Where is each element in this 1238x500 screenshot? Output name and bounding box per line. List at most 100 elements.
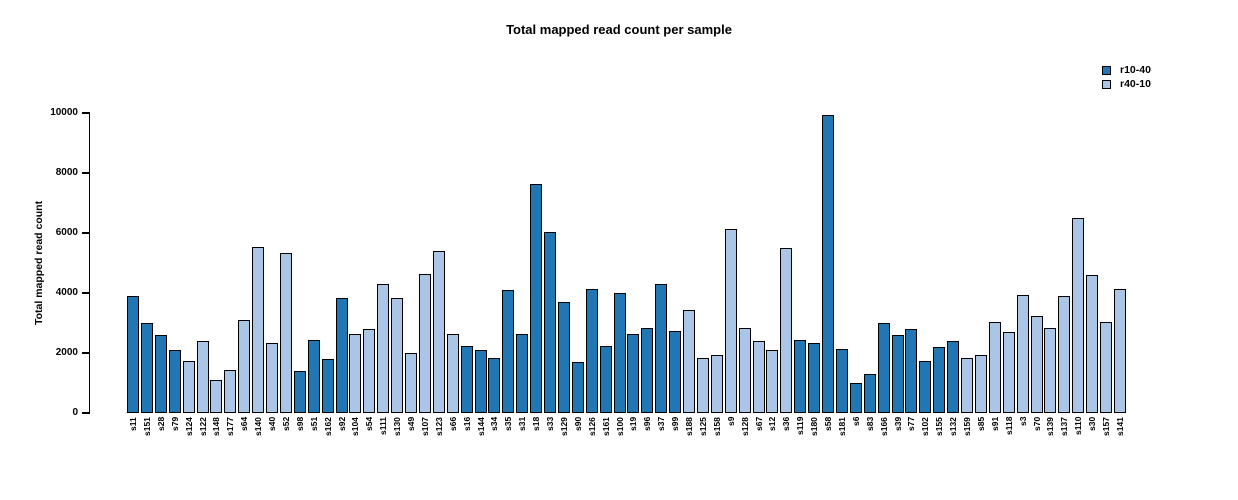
bar-s128 bbox=[738, 327, 751, 413]
x-tick-label-s3: s3 bbox=[1017, 417, 1028, 427]
bar-s90 bbox=[571, 362, 584, 413]
bar-s155 bbox=[933, 347, 946, 413]
x-tick-label-s162: s162 bbox=[322, 417, 333, 436]
bar-s40 bbox=[266, 342, 278, 413]
y-tick-mark bbox=[82, 112, 89, 114]
y-tick-label: 2000 bbox=[55, 347, 78, 358]
bar-s49 bbox=[405, 353, 417, 413]
x-tick-label-s161: s161 bbox=[600, 417, 611, 436]
legend-swatch-r40-10-icon bbox=[1102, 79, 1111, 89]
legend: r10-40 r40-10 bbox=[1102, 64, 1151, 91]
bar-s129 bbox=[557, 302, 570, 413]
x-tick-label-s64: s64 bbox=[239, 417, 250, 432]
bar-s188 bbox=[683, 309, 695, 413]
bar-s98 bbox=[293, 371, 306, 413]
x-tick-label-s39: s39 bbox=[892, 417, 903, 432]
bar-s33 bbox=[544, 231, 556, 413]
bar-s11 bbox=[127, 296, 139, 413]
x-tick-label-s83: s83 bbox=[864, 417, 875, 432]
x-tick-label-s33: s33 bbox=[545, 417, 555, 432]
bar-s79 bbox=[168, 350, 181, 413]
x-tick-label-s122: s122 bbox=[197, 417, 208, 436]
y-axis-line bbox=[89, 112, 91, 414]
bar-s16 bbox=[460, 345, 473, 413]
bar-s148 bbox=[210, 380, 223, 413]
x-tick-label-s36: s36 bbox=[781, 417, 792, 432]
bar-s66 bbox=[446, 333, 459, 413]
x-tick-label-s77: s77 bbox=[906, 417, 917, 432]
bar-s118 bbox=[1002, 332, 1015, 413]
x-tick-label-s126: s126 bbox=[586, 417, 597, 436]
bar-s64 bbox=[238, 320, 251, 413]
x-tick-label-s181: s181 bbox=[836, 417, 847, 436]
bar-s99 bbox=[669, 330, 682, 413]
y-tick-label: 0 bbox=[72, 407, 78, 418]
x-tick-label-s91: s91 bbox=[989, 417, 1000, 432]
x-tick-label-s155: s155 bbox=[934, 417, 945, 436]
x-tick-label-s141: s141 bbox=[1114, 417, 1125, 436]
x-tick-label-s34: s34 bbox=[489, 417, 500, 432]
bar-s137 bbox=[1058, 296, 1071, 413]
x-tick-label-s125: s125 bbox=[697, 417, 708, 436]
bar-s37 bbox=[655, 284, 668, 413]
x-tick-label-s30: s30 bbox=[1087, 417, 1098, 432]
x-tick-label-s31: s31 bbox=[517, 417, 528, 432]
x-tick-label-s159: s159 bbox=[962, 417, 972, 436]
x-tick-label-s51: s51 bbox=[308, 417, 319, 432]
x-tick-label-s35: s35 bbox=[503, 417, 514, 432]
bar-s122 bbox=[196, 341, 209, 413]
x-tick-label-s40: s40 bbox=[267, 417, 277, 432]
bar-s119 bbox=[794, 339, 807, 413]
x-tick-label-s92: s92 bbox=[336, 417, 347, 432]
bar-s31 bbox=[516, 333, 529, 413]
bar-s85 bbox=[974, 354, 987, 413]
bar-s126 bbox=[585, 288, 598, 413]
x-tick-label-s52: s52 bbox=[280, 417, 291, 432]
x-tick-label-s140: s140 bbox=[253, 417, 264, 436]
y-tick-label: 6000 bbox=[55, 227, 78, 238]
legend-item-r40-10: r40-10 bbox=[1102, 78, 1151, 92]
bar-s92 bbox=[335, 297, 348, 413]
bar-s77 bbox=[905, 329, 918, 413]
x-tick-label-s66: s66 bbox=[447, 417, 458, 432]
x-tick-label-s158: s158 bbox=[711, 417, 722, 436]
x-tick-label-s102: s102 bbox=[920, 417, 931, 436]
x-tick-label-s130: s130 bbox=[392, 417, 403, 436]
x-tick-label-s19: s19 bbox=[628, 417, 639, 432]
bar-s39 bbox=[891, 335, 904, 413]
x-tick-label-s123: s123 bbox=[433, 417, 444, 436]
x-tick-label-s137: s137 bbox=[1059, 417, 1070, 436]
bar-s35 bbox=[502, 290, 515, 413]
bar-s177 bbox=[224, 369, 237, 413]
x-tick-label-s11: s11 bbox=[128, 417, 138, 431]
bar-s141 bbox=[1113, 288, 1126, 413]
bar-s180 bbox=[808, 342, 821, 413]
x-tick-label-s79: s79 bbox=[169, 417, 180, 432]
bar-s58 bbox=[822, 114, 834, 413]
x-tick-label-s49: s49 bbox=[406, 417, 416, 432]
x-tick-label-s96: s96 bbox=[642, 417, 653, 432]
bar-s19 bbox=[627, 333, 640, 413]
x-tick-label-s188: s188 bbox=[684, 417, 694, 436]
bar-s162 bbox=[321, 359, 334, 413]
bar-s151 bbox=[140, 323, 153, 413]
bar-s83 bbox=[863, 374, 876, 413]
y-tick-mark bbox=[82, 412, 89, 414]
x-tick-label-s90: s90 bbox=[572, 417, 583, 432]
x-tick-label-s58: s58 bbox=[823, 417, 833, 432]
x-tick-label-s6: s6 bbox=[850, 417, 861, 427]
x-tick-label-s12: s12 bbox=[767, 417, 778, 432]
legend-label-r10-40: r10-40 bbox=[1120, 64, 1151, 76]
x-tick-label-s132: s132 bbox=[948, 417, 959, 436]
bar-s104 bbox=[349, 333, 362, 413]
legend-label-r40-10: r40-10 bbox=[1120, 77, 1151, 90]
x-tick-label-s180: s180 bbox=[809, 417, 820, 436]
bar-s30 bbox=[1086, 275, 1099, 413]
x-tick-label-s119: s119 bbox=[795, 417, 806, 436]
bar-s18 bbox=[530, 183, 543, 413]
bar-s70 bbox=[1030, 315, 1043, 413]
x-tick-label-s54: s54 bbox=[364, 417, 375, 432]
y-axis-title: Total mapped read count bbox=[33, 200, 45, 326]
x-tick-label-s70: s70 bbox=[1031, 417, 1042, 432]
